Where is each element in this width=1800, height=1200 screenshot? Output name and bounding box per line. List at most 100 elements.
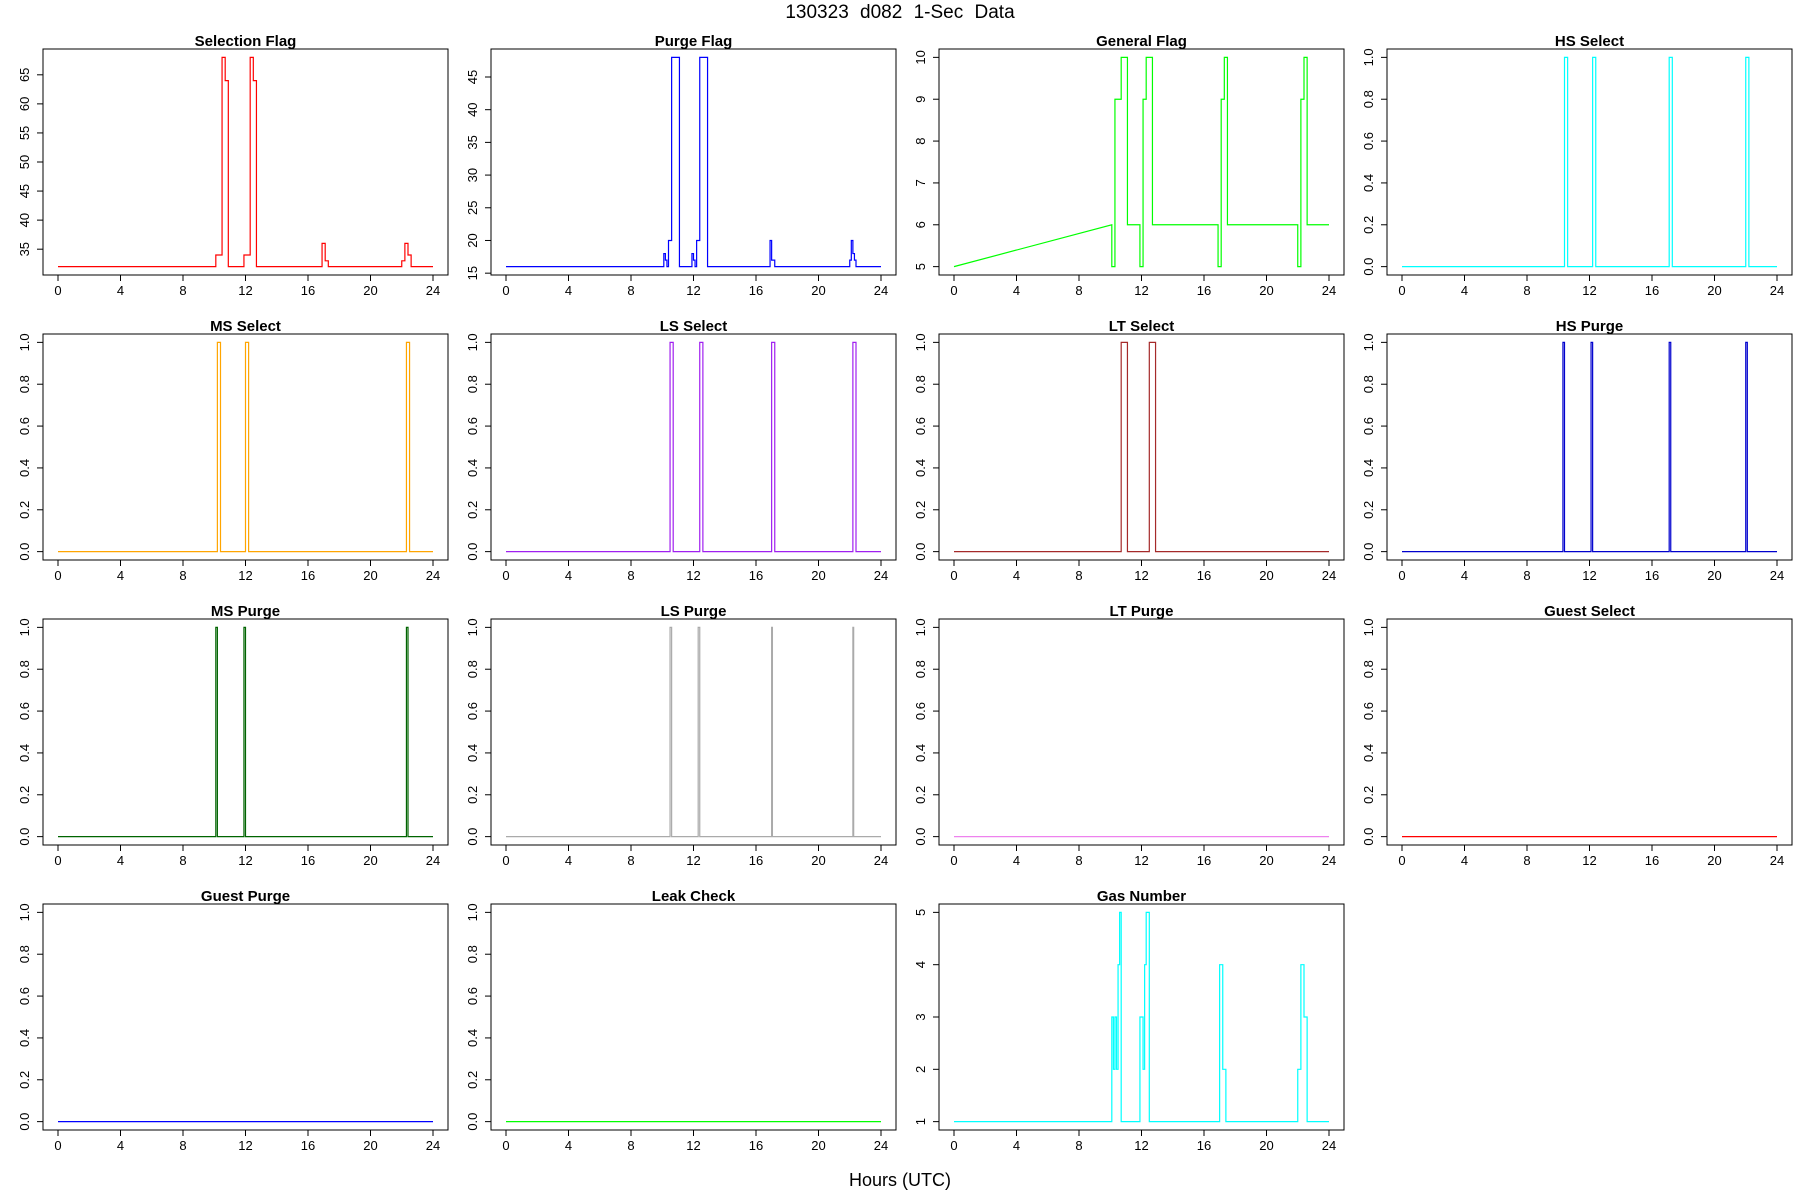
y-tick-label-lt-select-1: 1.0 [913,333,928,351]
y-tick-label-lt-purge-0: 0.0 [913,828,928,846]
y-tick-label-hs-purge-0-2: 0.2 [1361,501,1376,519]
series-line-general-flag-0 [953,56,1329,268]
y-axis-selection-flag: 35 40 45 50 55 60 65 [17,68,44,256]
panel-title-lt-select: LT Select [1109,318,1175,335]
x-tick-label-ls-purge-4: 4 [565,853,572,868]
panel-box-guest-select [1386,618,1793,846]
panel-guest-select: Guest Select 0 4 8 12 16 20 24 0.0 0.2 0.4 0.6 0.8 1.… [1361,603,1793,868]
y-tick-label-selection-flag-45: 45 [17,184,32,198]
x-tick-label-leak-check-4: 4 [565,1138,572,1153]
y-tick-label-ms-select-0-2: 0.2 [17,501,32,519]
panel-box-hs-select [1386,48,1793,276]
y-axis-ms-purge: 0.0 0.2 0.4 0.6 0.8 1.0 [17,618,44,846]
x-tick-label-ls-purge-0: 0 [502,853,509,868]
x-tick-label-gas-number-16: 16 [1197,1138,1211,1153]
y-axis-hs-select: 0.0 0.2 0.4 0.6 0.8 1.0 [1361,48,1388,276]
x-tick-label-ls-purge-12: 12 [686,853,700,868]
x-tick-label-leak-check-8: 8 [627,1138,634,1153]
x-tick-label-ms-purge-16: 16 [301,853,315,868]
x-tick-label-selection-flag-8: 8 [179,283,186,298]
y-tick-label-general-flag-8: 8 [913,137,928,144]
x-tick-label-general-flag-0: 0 [950,283,957,298]
figure-title: 130323 d082 1-Sec Data [785,2,1015,23]
y-tick-label-ls-purge-0-6: 0.6 [465,702,480,720]
x-tick-label-guest-purge-24: 24 [426,1138,440,1153]
y-tick-label-gas-number-2: 2 [913,1066,928,1073]
y-tick-label-guest-purge-0-4: 0.4 [17,1029,32,1047]
x-tick-label-hs-select-20: 20 [1707,283,1721,298]
panel-title-selection-flag: Selection Flag [195,33,297,50]
y-tick-label-leak-check-0-2: 0.2 [465,1071,480,1089]
x-tick-label-guest-select-8: 8 [1523,853,1530,868]
y-tick-label-purge-flag-45: 45 [465,70,480,84]
y-tick-label-lt-purge-0-2: 0.2 [913,786,928,804]
y-tick-label-hs-purge-1: 1.0 [1361,333,1376,351]
y-tick-label-general-flag-5: 5 [913,263,928,270]
series-line-ms-select-0 [58,341,433,553]
y-axis-lt-purge: 0.0 0.2 0.4 0.6 0.8 1.0 [913,618,940,846]
y-axis-hs-purge: 0.0 0.2 0.4 0.6 0.8 1.0 [1361,333,1388,561]
x-tick-label-lt-select-16: 16 [1197,568,1211,583]
x-axis-leak-check: 0 4 8 12 16 20 24 [502,1129,888,1153]
y-tick-label-purge-flag-40: 40 [465,102,480,116]
y-tick-label-hs-select-1: 1.0 [1361,48,1376,66]
x-tick-label-lt-select-4: 4 [1013,568,1020,583]
y-tick-label-ms-select-1: 1.0 [17,333,32,351]
y-tick-label-ms-purge-0: 0.0 [17,828,32,846]
x-tick-label-selection-flag-24: 24 [426,283,440,298]
x-tick-label-ls-select-8: 8 [627,568,634,583]
panel-title-hs-select: HS Select [1555,33,1624,50]
x-tick-label-guest-select-20: 20 [1707,853,1721,868]
y-tick-label-guest-purge-0-6: 0.6 [17,987,32,1005]
x-tick-label-guest-purge-8: 8 [179,1138,186,1153]
y-axis-purge-flag: 15 20 25 30 35 40 45 [465,70,492,280]
x-axis-ms-select: 0 4 8 12 16 20 24 [54,559,440,583]
x-axis-ms-purge: 0 4 8 12 16 20 24 [54,844,440,868]
panel-ms-select: MS Select 0 4 8 12 16 20 24 0.0 0.2 0.4 0.6 0.8 1.0 [17,318,449,583]
x-tick-label-purge-flag-8: 8 [627,283,634,298]
x-tick-label-selection-flag-20: 20 [363,283,377,298]
y-tick-label-hs-select-0-6: 0.6 [1361,132,1376,150]
x-tick-label-general-flag-8: 8 [1075,283,1082,298]
x-tick-label-gas-number-0: 0 [950,1138,957,1153]
panel-lt-select: LT Select 0 4 8 12 16 20 24 0.0 0.2 0.4 0.6 0.8 1.0 [913,318,1345,583]
panel-title-leak-check: Leak Check [652,888,736,905]
x-tick-label-selection-flag-16: 16 [301,283,315,298]
x-tick-label-hs-select-0: 0 [1398,283,1405,298]
x-tick-label-gas-number-4: 4 [1013,1138,1020,1153]
x-axis-gas-number: 0 4 8 12 16 20 24 [950,1129,1336,1153]
y-axis-ms-select: 0.0 0.2 0.4 0.6 0.8 1.0 [17,333,44,561]
x-tick-label-general-flag-20: 20 [1259,283,1273,298]
x-tick-label-gas-number-20: 20 [1259,1138,1273,1153]
x-tick-label-ls-purge-8: 8 [627,853,634,868]
y-tick-label-selection-flag-50: 50 [17,155,32,169]
y-tick-label-leak-check-0: 0.0 [465,1113,480,1131]
panel-title-purge-flag: Purge Flag [655,33,733,50]
y-tick-label-general-flag-10: 10 [913,50,928,64]
y-axis-lt-select: 0.0 0.2 0.4 0.6 0.8 1.0 [913,333,940,561]
y-tick-label-general-flag-7: 7 [913,179,928,186]
x-tick-label-leak-check-16: 16 [749,1138,763,1153]
y-tick-label-general-flag-9: 9 [913,96,928,103]
x-tick-label-general-flag-12: 12 [1134,283,1148,298]
x-tick-label-ms-purge-24: 24 [426,853,440,868]
x-tick-label-ms-select-16: 16 [301,568,315,583]
y-tick-label-ms-select-0-4: 0.4 [17,459,32,477]
y-tick-label-ls-purge-0-2: 0.2 [465,786,480,804]
y-axis-leak-check: 0.0 0.2 0.4 0.6 0.8 1.0 [465,903,492,1131]
y-tick-label-selection-flag-55: 55 [17,126,32,140]
panel-title-gas-number: Gas Number [1097,888,1186,905]
series-line-ls-purge-0 [506,626,881,838]
series-line-hs-select-0 [1402,56,1777,268]
y-tick-label-ms-select-0-6: 0.6 [17,417,32,435]
y-tick-label-lt-select-0-6: 0.6 [913,417,928,435]
panel-title-ms-select: MS Select [210,318,281,335]
y-tick-label-ms-purge-0-4: 0.4 [17,744,32,762]
y-tick-label-guest-select-0-2: 0.2 [1361,786,1376,804]
x-tick-label-purge-flag-24: 24 [874,283,888,298]
y-tick-label-selection-flag-65: 65 [17,68,32,82]
y-tick-label-ms-select-0: 0.0 [17,543,32,561]
y-axis-general-flag: 5 6 7 8 9 10 [913,50,940,270]
